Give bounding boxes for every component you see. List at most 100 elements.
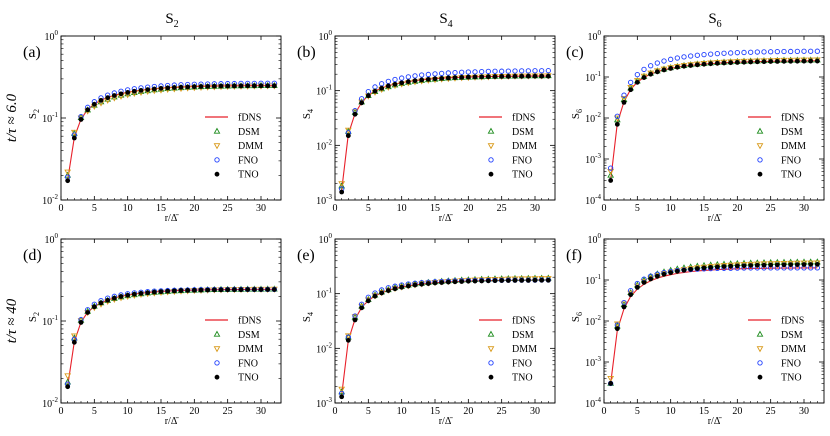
- marker-circle-filled: [78, 320, 84, 325]
- marker-circle-open: [539, 68, 545, 74]
- marker-circle-filled: [352, 111, 358, 117]
- marker-circle-filled: [118, 294, 124, 299]
- x-tick-label: 15: [699, 203, 709, 214]
- marker-circle-filled: [345, 133, 351, 139]
- x-tick-label: 20: [189, 203, 199, 214]
- marker-circle-filled: [452, 279, 458, 285]
- chart-panel: 0 5 10 15 20 25 30 10-3 10-2 10-1 100 r/Δ̄ S4 (e) fDNS…: [297, 232, 556, 427]
- marker-triangle-down: [487, 346, 495, 353]
- marker-circle-filled: [405, 79, 411, 85]
- marker-circle-filled: [379, 85, 385, 91]
- y-axis-label: S6: [570, 109, 584, 119]
- marker-circle-filled: [445, 279, 451, 285]
- marker-circle-filled: [251, 83, 257, 89]
- chart-panel: 0 5 10 15 20 25 30 10-4 10-3 10-2 10-1 100 r/Δ̄ S6 (c)…: [566, 29, 825, 224]
- marker-circle-filled: [634, 284, 640, 290]
- marker-circle-filled: [688, 63, 694, 68]
- marker-circle-filled: [694, 62, 700, 68]
- marker-circle-filled: [781, 58, 787, 64]
- marker-circle-filled: [372, 293, 378, 299]
- marker-circle-filled: [432, 280, 438, 286]
- marker-circle-filled: [734, 263, 740, 269]
- marker-circle-filled: [499, 278, 505, 283]
- marker-circle-filled: [485, 74, 491, 80]
- x-tick-label: 0: [602, 203, 607, 214]
- figure-titles: S2 S4 S6 t/τ ≈ 6.0 t/τ ≈ 40: [4, 11, 722, 343]
- y-tick-label: 10-3: [316, 396, 332, 410]
- y-tick-label: 10-2: [42, 396, 58, 410]
- marker-circle-filled: [198, 84, 204, 89]
- marker-circle-filled: [674, 64, 680, 70]
- marker-circle-filled: [151, 289, 157, 295]
- y-axis-label: S4: [301, 312, 315, 322]
- column-title: S4: [439, 11, 452, 30]
- marker-circle-filled: [654, 69, 660, 75]
- chart-panel: 0 5 10 15 20 25 30 10-2 10-1 100 r/Δ̄ S2 (a) fDNS DSM D…: [23, 29, 282, 224]
- y-tick-label: 10-1: [316, 287, 332, 301]
- marker-circle-filled: [608, 178, 614, 183]
- x-tick-label: 10: [123, 203, 133, 214]
- marker-circle-filled: [352, 317, 358, 323]
- marker-circle-filled: [105, 95, 111, 101]
- marker-circle-open: [505, 68, 511, 74]
- marker-circle-filled: [768, 59, 774, 64]
- marker-circle-open: [392, 76, 398, 83]
- marker-circle-filled: [808, 262, 814, 267]
- marker-circle-open: [808, 48, 814, 54]
- y-tick-label: 10-4: [585, 193, 601, 207]
- marker-circle-filled: [359, 305, 365, 311]
- marker-circle-open: [479, 68, 485, 75]
- marker-circle-filled: [265, 83, 271, 89]
- marker-circle-open: [385, 78, 391, 85]
- marker-circle-open: [525, 68, 531, 74]
- marker-circle-filled: [65, 384, 71, 390]
- marker-circle-filled: [761, 262, 767, 268]
- x-tick-label: 20: [189, 406, 199, 417]
- series-tno: [608, 58, 820, 183]
- legend-entry: fDNS: [205, 113, 261, 124]
- column-title: S2: [165, 11, 178, 30]
- marker-circle-filled: [681, 267, 687, 273]
- marker-triangle-down: [756, 346, 764, 353]
- x-tick-label: 15: [156, 203, 166, 214]
- marker-circle-open: [439, 70, 445, 77]
- panels: 0 5 10 15 20 25 3010-210-1100r/Δ̄S2(a)fDNSDSMD…: [23, 29, 825, 427]
- marker-circle-open: [532, 68, 538, 74]
- x-tick-label: 20: [732, 406, 742, 417]
- marker-circle-filled: [661, 67, 667, 73]
- marker-circle-filled: [512, 73, 518, 79]
- marker-circle-filled: [231, 287, 237, 293]
- marker-circle-filled: [539, 73, 545, 79]
- legend-entry: fDNS: [205, 316, 261, 327]
- marker-triangle-down: [607, 168, 615, 176]
- marker-circle-open: [757, 157, 763, 163]
- marker-circle-open: [788, 48, 794, 55]
- marker-circle-filled: [111, 295, 117, 301]
- panel-label: (f): [566, 247, 582, 264]
- legend-label: fDNS: [238, 316, 261, 327]
- marker-circle-filled: [532, 277, 538, 283]
- marker-circle-open: [668, 56, 674, 62]
- legend-label: fDNS: [512, 316, 535, 327]
- legend-label: DMM: [781, 344, 806, 355]
- x-tick-label: 30: [256, 406, 266, 417]
- legend-entry: TNO: [757, 373, 802, 384]
- marker-circle-filled: [151, 86, 157, 92]
- legend-label: fDNS: [238, 113, 261, 124]
- marker-triangle-up: [607, 171, 615, 178]
- marker-triangle-down: [70, 129, 78, 136]
- marker-circle-open: [399, 75, 405, 81]
- panel-label: (a): [23, 44, 41, 61]
- x-axis-label: r/Δ̄: [708, 416, 723, 427]
- marker-circle-filled: [757, 171, 763, 177]
- marker-circle-open: [445, 70, 451, 76]
- legend-entry: DMM: [213, 141, 263, 152]
- y-axis-label: S2: [27, 312, 41, 322]
- marker-circle-open: [621, 92, 627, 98]
- y-tick-label: 10-3: [316, 193, 332, 207]
- legend-entry: DMM: [487, 141, 537, 152]
- legend-label: TNO: [781, 170, 802, 181]
- y-tick-label: 10-2: [316, 341, 332, 355]
- marker-circle-filled: [425, 76, 431, 82]
- marker-circle-filled: [499, 74, 505, 79]
